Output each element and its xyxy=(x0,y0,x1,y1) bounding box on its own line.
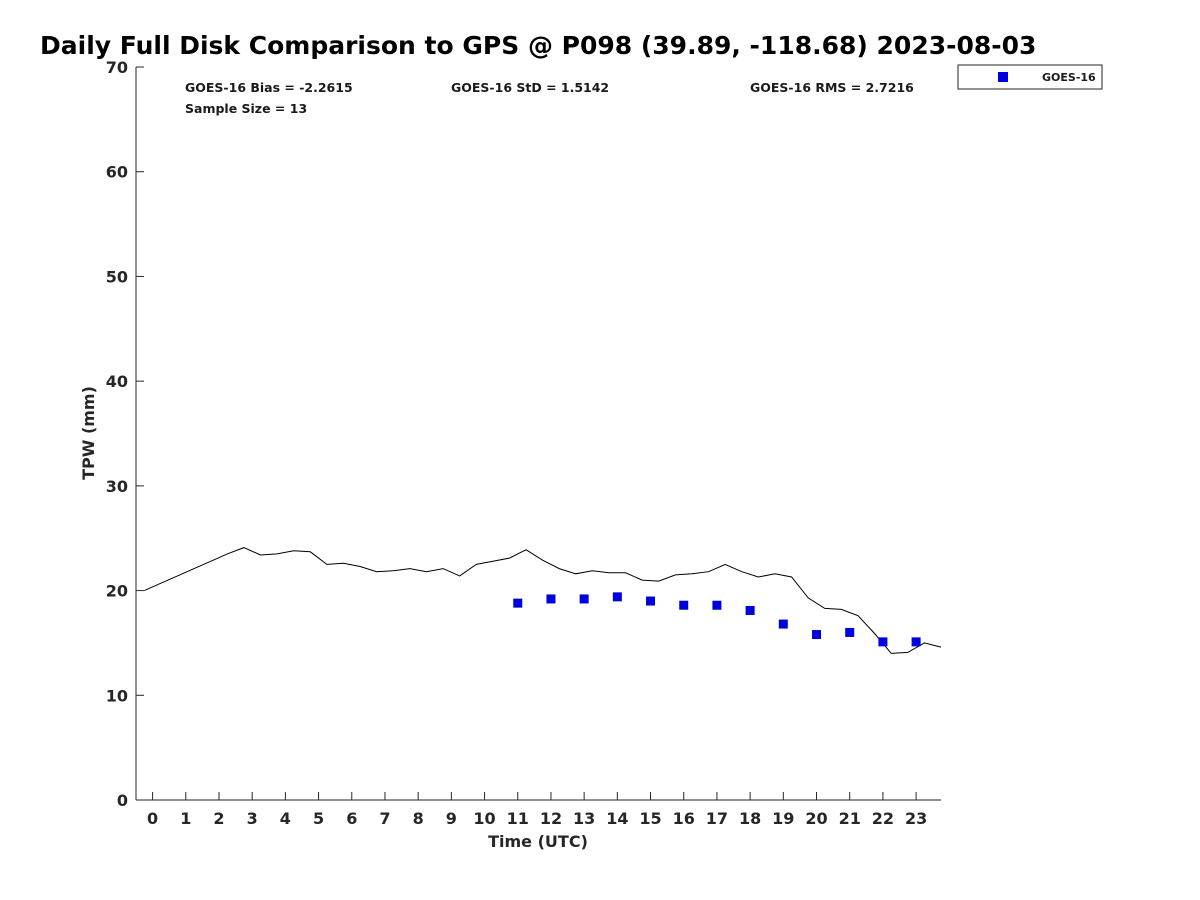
x-tick-label: 5 xyxy=(313,809,324,828)
y-tick-label: 50 xyxy=(106,267,128,286)
x-tick-label: 8 xyxy=(413,809,424,828)
x-tick-label: 22 xyxy=(872,809,894,828)
x-tick-label: 4 xyxy=(280,809,291,828)
legend-label-goes16: GOES-16 xyxy=(1042,71,1096,84)
chart-title: Daily Full Disk Comparison to GPS @ P098… xyxy=(40,31,1036,60)
y-tick-label: 70 xyxy=(106,58,128,77)
stat-rms: GOES-16 RMS = 2.7216 xyxy=(750,80,914,95)
stat-std: GOES-16 StD = 1.5142 xyxy=(451,80,609,95)
goes16-point xyxy=(878,637,888,647)
y-tick-label: 20 xyxy=(106,582,128,601)
legend-swatch-goes16 xyxy=(998,72,1008,82)
x-tick-label: 1 xyxy=(180,809,191,828)
x-tick-label: 19 xyxy=(772,809,794,828)
y-axis: 0 10 20 30 40 50 60 70 xyxy=(106,58,144,810)
goes16-point xyxy=(712,600,722,610)
goes16-point xyxy=(579,594,589,604)
x-tick-label: 13 xyxy=(573,809,595,828)
y-tick-label: 30 xyxy=(106,477,128,496)
gps-series-line xyxy=(144,547,942,654)
x-tick-label: 10 xyxy=(473,809,495,828)
x-tick-label: 11 xyxy=(507,809,529,828)
y-axis-label: TPW (mm) xyxy=(79,386,98,480)
x-axis: 0 1 2 3 4 5 6 7 8 9 10 11 12 13 14 15 16 17 18 19 20 21 22 23 xyxy=(136,792,941,828)
legend-box xyxy=(957,64,1103,90)
y-tick-label: 60 xyxy=(106,163,128,182)
goes16-point xyxy=(612,592,622,602)
goes16-series-points xyxy=(513,592,921,647)
goes16-point xyxy=(646,596,656,606)
goes16-point xyxy=(513,598,523,608)
stat-bias: GOES-16 Bias = -2.2615 xyxy=(185,80,353,95)
x-tick-label: 7 xyxy=(379,809,390,828)
x-tick-label: 2 xyxy=(213,809,224,828)
stat-sample-size: Sample Size = 13 xyxy=(185,101,307,116)
goes16-point xyxy=(778,619,788,629)
x-tick-label: 3 xyxy=(247,809,258,828)
goes16-point xyxy=(812,630,822,640)
x-tick-label: 23 xyxy=(905,809,927,828)
x-tick-label: 9 xyxy=(446,809,457,828)
goes16-point xyxy=(911,637,921,647)
x-tick-label: 6 xyxy=(346,809,357,828)
x-tick-label: 14 xyxy=(606,809,628,828)
goes16-point xyxy=(679,600,689,610)
x-axis-label: Time (UTC) xyxy=(488,832,588,851)
gps-line xyxy=(144,547,942,654)
goes16-point xyxy=(745,605,755,615)
goes16-point xyxy=(546,594,556,604)
x-tick-label: 12 xyxy=(540,809,562,828)
x-tick-label: 17 xyxy=(706,809,728,828)
y-ticks: 0 10 20 30 40 50 60 70 xyxy=(106,58,144,810)
x-tick-label: 16 xyxy=(673,809,695,828)
x-ticks: 0 1 2 3 4 5 6 7 8 9 10 11 12 13 14 15 16 17 18 19 20 21 22 23 xyxy=(147,792,927,828)
x-tick-label: 20 xyxy=(805,809,827,828)
y-tick-label: 10 xyxy=(106,686,128,705)
legend: GOES-16 xyxy=(957,64,1103,90)
goes16-point xyxy=(845,627,855,637)
y-tick-label: 40 xyxy=(106,372,128,391)
x-tick-label: 0 xyxy=(147,809,158,828)
x-tick-label: 15 xyxy=(639,809,661,828)
x-tick-label: 21 xyxy=(839,809,861,828)
x-tick-label: 18 xyxy=(739,809,761,828)
stats-block: GOES-16 Bias = -2.2615 GOES-16 StD = 1.5… xyxy=(185,80,914,116)
y-tick-label: 0 xyxy=(117,791,128,810)
